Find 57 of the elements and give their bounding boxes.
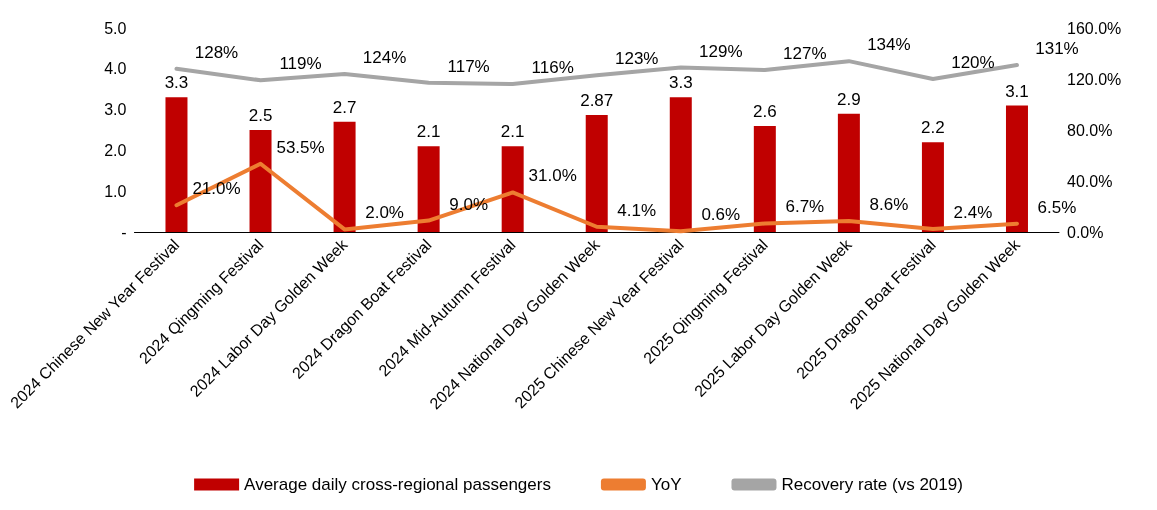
data-label: 116% (531, 58, 574, 78)
data-label: 2.1 (500, 122, 525, 142)
data-label: 128% (194, 42, 239, 62)
bar (1005, 105, 1028, 232)
y-tick-label: 5.0 (104, 19, 127, 37)
bar (417, 146, 440, 232)
data-label: 3.3 (668, 73, 693, 93)
legend-label: Average daily cross-regional passengers (244, 475, 551, 494)
data-label: 2.4% (953, 202, 993, 222)
bar (249, 130, 272, 232)
y2-tick-label: 0.0% (1067, 223, 1104, 241)
data-label: 127% (783, 44, 827, 64)
bar (165, 97, 188, 232)
y-tick-label: 3.0 (104, 101, 127, 119)
data-label: 2.9 (837, 89, 861, 109)
data-label: 134% (867, 35, 911, 55)
y2-tick-label: 120.0% (1067, 70, 1122, 88)
y-tick-label: 1.0 (104, 182, 127, 200)
bar (921, 142, 944, 232)
bar (669, 97, 692, 232)
line-series (174, 161, 1019, 234)
y-tick-label: 2.0 (104, 141, 127, 159)
data-label: 120% (951, 53, 995, 72)
y2-tick-label: 160.0% (1067, 19, 1122, 37)
data-label: 2.0% (365, 203, 404, 223)
data-label: 2.6 (753, 101, 777, 121)
bar (837, 113, 860, 232)
data-label: 0.6% (701, 205, 741, 225)
data-label: 3.3 (164, 73, 189, 93)
bar (333, 121, 356, 232)
data-label: 8.6% (869, 195, 909, 215)
data-label: 3.1 (1005, 81, 1029, 101)
data-label: 129% (699, 41, 743, 61)
legend-label: Recovery rate (vs 2019) (781, 475, 963, 494)
data-label: 131% (1035, 38, 1079, 58)
data-label: 2.2 (921, 118, 945, 138)
data-label: 2.7 (332, 97, 357, 117)
data-label: 2.87 (580, 90, 614, 110)
data-label: 123% (614, 49, 659, 69)
data-label: 4.1% (617, 200, 657, 220)
data-label: 2.1 (416, 122, 441, 142)
data-label: 6.5% (1037, 197, 1077, 217)
y-tick-label: 4.0 (104, 60, 127, 78)
y2-tick-label: 40.0% (1067, 172, 1113, 190)
data-label: 119% (279, 54, 322, 74)
data-label: 31.0% (528, 166, 577, 186)
bar (501, 146, 524, 232)
bar (585, 114, 608, 232)
y2-tick-label: 80.0% (1067, 121, 1113, 139)
data-label: 53.5% (276, 137, 325, 157)
y-tick-label: - (121, 223, 127, 241)
data-label: 117% (447, 56, 490, 76)
data-label: 2.5 (248, 106, 273, 125)
legend-label: YoY (650, 475, 682, 494)
data-label: 124% (362, 47, 407, 67)
bar (753, 125, 776, 232)
data-label: 6.7% (785, 197, 825, 217)
